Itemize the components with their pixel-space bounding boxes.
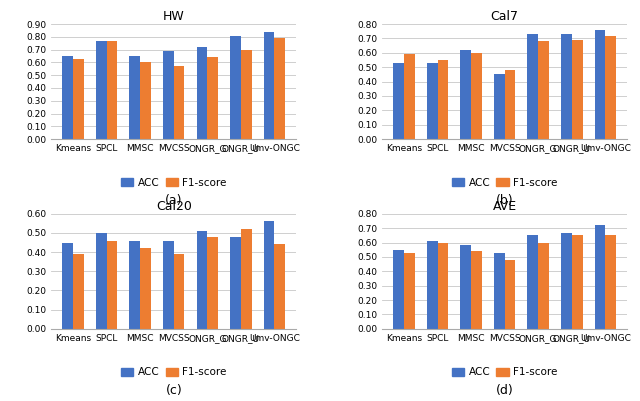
Bar: [561, 233, 572, 329]
Bar: [230, 36, 241, 139]
Bar: [196, 47, 207, 139]
Title: Cal20: Cal20: [156, 200, 192, 213]
Bar: [438, 60, 448, 139]
Bar: [393, 250, 404, 329]
Bar: [173, 254, 184, 329]
Bar: [404, 253, 415, 329]
Bar: [73, 254, 84, 329]
Bar: [393, 63, 404, 139]
Legend: ACC, F1-score: ACC, F1-score: [451, 176, 559, 188]
Bar: [605, 36, 616, 139]
Bar: [605, 235, 616, 329]
Bar: [163, 51, 173, 139]
Bar: [140, 63, 151, 139]
Bar: [264, 32, 275, 139]
Bar: [595, 225, 605, 329]
Bar: [527, 34, 538, 139]
Legend: ACC, F1-score: ACC, F1-score: [120, 366, 228, 378]
Bar: [438, 243, 448, 329]
Bar: [404, 54, 415, 139]
Bar: [527, 235, 538, 329]
Bar: [241, 50, 252, 139]
Bar: [107, 41, 117, 139]
Bar: [62, 56, 73, 139]
Title: AVE: AVE: [493, 200, 516, 213]
Bar: [572, 235, 582, 329]
Bar: [275, 38, 285, 139]
Bar: [572, 40, 582, 139]
Bar: [163, 241, 173, 329]
Bar: [96, 233, 107, 329]
Bar: [96, 41, 107, 139]
Bar: [595, 30, 605, 139]
Bar: [494, 253, 505, 329]
Text: (b): (b): [496, 194, 513, 207]
Bar: [73, 59, 84, 139]
Bar: [62, 243, 73, 329]
Text: (c): (c): [165, 384, 182, 397]
Legend: ACC, F1-score: ACC, F1-score: [451, 366, 559, 378]
Bar: [107, 241, 117, 329]
Title: Cal7: Cal7: [491, 10, 518, 23]
Title: HW: HW: [163, 10, 184, 23]
Text: (a): (a): [165, 194, 182, 207]
Bar: [264, 221, 275, 329]
Bar: [427, 63, 438, 139]
Bar: [230, 237, 241, 329]
Bar: [129, 56, 140, 139]
Bar: [538, 41, 549, 139]
Bar: [207, 57, 218, 139]
Legend: ACC, F1-score: ACC, F1-score: [120, 176, 228, 188]
Bar: [505, 70, 515, 139]
Text: (d): (d): [496, 384, 513, 397]
Bar: [460, 50, 471, 139]
Bar: [494, 74, 505, 139]
Bar: [561, 34, 572, 139]
Bar: [505, 260, 515, 329]
Bar: [538, 243, 549, 329]
Bar: [207, 237, 218, 329]
Bar: [471, 53, 482, 139]
Bar: [241, 229, 252, 329]
Bar: [140, 248, 151, 329]
Bar: [196, 231, 207, 329]
Bar: [460, 245, 471, 329]
Bar: [471, 251, 482, 329]
Bar: [427, 241, 438, 329]
Bar: [129, 241, 140, 329]
Bar: [173, 66, 184, 139]
Bar: [275, 245, 285, 329]
